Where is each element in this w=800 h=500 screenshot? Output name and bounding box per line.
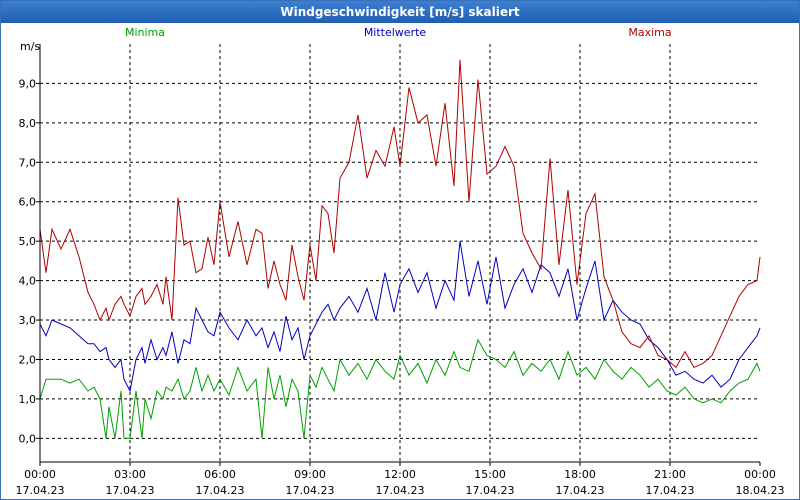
y-tick-label: 9,0 <box>19 77 37 90</box>
y-tick-label: 3,0 <box>19 314 37 327</box>
y-axis: 0,0 1,0 2,0 3,0 4,0 5,0 6,0 7,0 8,0 9,0 <box>19 77 40 445</box>
legend-entry-maxima: Maxima <box>628 26 671 39</box>
y-tick-label: 1,0 <box>19 393 37 406</box>
x-tick-time: 18:00 <box>564 468 596 481</box>
y-tick-label: 0,0 <box>19 432 37 445</box>
x-tick-time: 06:00 <box>204 468 236 481</box>
data-series <box>39 59 761 439</box>
y-tick-label: 2,0 <box>19 353 37 366</box>
x-tick-time: 00:00 <box>744 468 776 481</box>
legend: Minima Mittelwerte Maxima <box>125 26 672 39</box>
window-title: Windgeschwindigkeit [m/s] skaliert <box>1 1 799 23</box>
x-tick-date: 17.04.23 <box>556 484 605 497</box>
x-tick-date: 18.04.23 <box>736 484 785 497</box>
x-tick-date: 17.04.23 <box>286 484 335 497</box>
y-tick-label: 5,0 <box>19 235 37 248</box>
y-tick-label: 7,0 <box>19 156 37 169</box>
y-tick-label: 4,0 <box>19 275 37 288</box>
legend-entry-minima: Minima <box>125 26 165 39</box>
y-tick-label: 8,0 <box>19 117 37 130</box>
x-tick-date: 17.04.23 <box>196 484 245 497</box>
series-line-minima <box>39 338 761 439</box>
y-axis-label: m/s <box>20 40 40 53</box>
x-tick-date: 17.04.23 <box>466 484 515 497</box>
x-tick-date: 17.04.23 <box>646 484 695 497</box>
legend-entry-mittelwerte: Mittelwerte <box>364 26 427 39</box>
x-tick-time: 15:00 <box>474 468 506 481</box>
x-tick-date: 17.04.23 <box>376 484 425 497</box>
x-tick-date: 17.04.23 <box>16 484 65 497</box>
x-tick-time: 12:00 <box>384 468 416 481</box>
x-tick-date: 17.04.23 <box>106 484 155 497</box>
x-tick-time: 21:00 <box>654 468 686 481</box>
x-tick-time: 09:00 <box>294 468 326 481</box>
x-tick-time: 03:00 <box>114 468 146 481</box>
x-tick-time: 00:00 <box>24 468 56 481</box>
y-tick-label: 6,0 <box>19 196 37 209</box>
series-line-mittelwerte <box>39 241 761 393</box>
x-axis: 00:00 17.04.23 03:00 17.04.23 06:00 17.04.23 0… <box>16 462 785 497</box>
series-line-maxima <box>39 59 761 369</box>
